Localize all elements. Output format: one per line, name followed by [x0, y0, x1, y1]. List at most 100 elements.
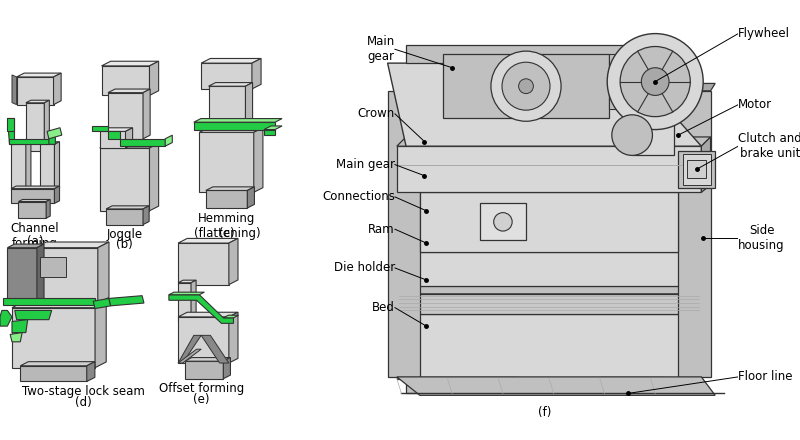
Polygon shape — [678, 91, 710, 377]
Polygon shape — [194, 122, 275, 129]
Polygon shape — [18, 199, 50, 202]
Text: Die holder: Die holder — [334, 261, 395, 275]
Circle shape — [642, 68, 669, 95]
Polygon shape — [397, 137, 710, 146]
Polygon shape — [614, 68, 626, 95]
Text: Ram: Ram — [368, 223, 395, 236]
Polygon shape — [397, 307, 710, 314]
Polygon shape — [26, 142, 31, 191]
Text: (d): (d) — [74, 396, 91, 409]
Polygon shape — [199, 128, 263, 132]
Text: Joggle: Joggle — [106, 228, 142, 241]
Polygon shape — [687, 160, 706, 179]
Text: (f): (f) — [538, 407, 551, 419]
Polygon shape — [11, 186, 59, 189]
Polygon shape — [194, 118, 282, 122]
Text: (c): (c) — [219, 227, 235, 240]
Polygon shape — [49, 132, 55, 144]
Polygon shape — [609, 54, 623, 109]
Polygon shape — [683, 154, 710, 185]
Polygon shape — [47, 128, 62, 139]
Polygon shape — [178, 283, 191, 322]
Polygon shape — [229, 238, 238, 285]
Polygon shape — [40, 144, 54, 191]
Polygon shape — [100, 148, 150, 211]
Polygon shape — [12, 320, 28, 333]
Polygon shape — [229, 312, 238, 363]
Polygon shape — [54, 186, 59, 203]
Polygon shape — [209, 83, 253, 86]
Text: Floor line: Floor line — [738, 370, 793, 383]
Text: (e): (e) — [193, 393, 210, 407]
Polygon shape — [702, 245, 710, 286]
Polygon shape — [406, 45, 627, 63]
Polygon shape — [397, 245, 710, 252]
Polygon shape — [7, 244, 44, 248]
Polygon shape — [18, 202, 46, 218]
Polygon shape — [178, 280, 196, 283]
Polygon shape — [108, 132, 120, 139]
Polygon shape — [702, 137, 710, 192]
Polygon shape — [397, 286, 710, 294]
Polygon shape — [95, 302, 106, 368]
Polygon shape — [443, 54, 609, 118]
Polygon shape — [94, 298, 110, 308]
Polygon shape — [7, 118, 14, 144]
Polygon shape — [108, 89, 150, 93]
Polygon shape — [178, 317, 229, 363]
Polygon shape — [264, 126, 282, 129]
Polygon shape — [178, 349, 201, 363]
Text: Bed: Bed — [372, 301, 395, 314]
Circle shape — [494, 213, 512, 231]
Polygon shape — [254, 128, 263, 192]
Polygon shape — [150, 61, 158, 95]
Polygon shape — [11, 142, 31, 144]
Polygon shape — [54, 142, 59, 191]
Polygon shape — [106, 209, 143, 224]
Polygon shape — [387, 63, 702, 146]
Polygon shape — [46, 199, 50, 218]
Text: Offset forming: Offset forming — [158, 382, 244, 396]
Polygon shape — [35, 242, 109, 248]
Polygon shape — [11, 144, 26, 191]
Polygon shape — [199, 132, 254, 192]
Polygon shape — [10, 139, 49, 144]
Polygon shape — [397, 146, 702, 192]
Polygon shape — [100, 132, 126, 148]
Polygon shape — [206, 323, 229, 335]
Polygon shape — [14, 311, 52, 320]
Text: Clutch and
brake unit: Clutch and brake unit — [738, 132, 800, 160]
Polygon shape — [143, 89, 150, 139]
Polygon shape — [100, 128, 133, 132]
Polygon shape — [169, 292, 205, 295]
Polygon shape — [2, 297, 95, 305]
Polygon shape — [12, 302, 106, 308]
Polygon shape — [7, 248, 37, 303]
Polygon shape — [420, 192, 678, 252]
Polygon shape — [178, 243, 229, 285]
Polygon shape — [223, 315, 238, 318]
Circle shape — [620, 47, 690, 117]
Polygon shape — [26, 103, 44, 151]
Polygon shape — [40, 142, 59, 144]
Polygon shape — [678, 84, 715, 91]
Text: Channel
forming: Channel forming — [10, 222, 59, 250]
Polygon shape — [397, 314, 702, 379]
Polygon shape — [201, 63, 252, 89]
Text: Main
gear: Main gear — [366, 35, 395, 63]
Polygon shape — [20, 362, 95, 366]
Polygon shape — [17, 73, 61, 77]
Polygon shape — [11, 189, 54, 203]
Text: Side
housing: Side housing — [738, 224, 785, 253]
Polygon shape — [201, 322, 229, 323]
Polygon shape — [178, 335, 201, 363]
Polygon shape — [54, 73, 61, 105]
Circle shape — [502, 62, 550, 110]
Circle shape — [491, 51, 561, 121]
Polygon shape — [26, 100, 50, 103]
Text: Motor: Motor — [738, 98, 772, 111]
Circle shape — [607, 33, 703, 129]
Polygon shape — [224, 321, 234, 335]
Polygon shape — [120, 139, 165, 146]
Polygon shape — [92, 126, 108, 132]
